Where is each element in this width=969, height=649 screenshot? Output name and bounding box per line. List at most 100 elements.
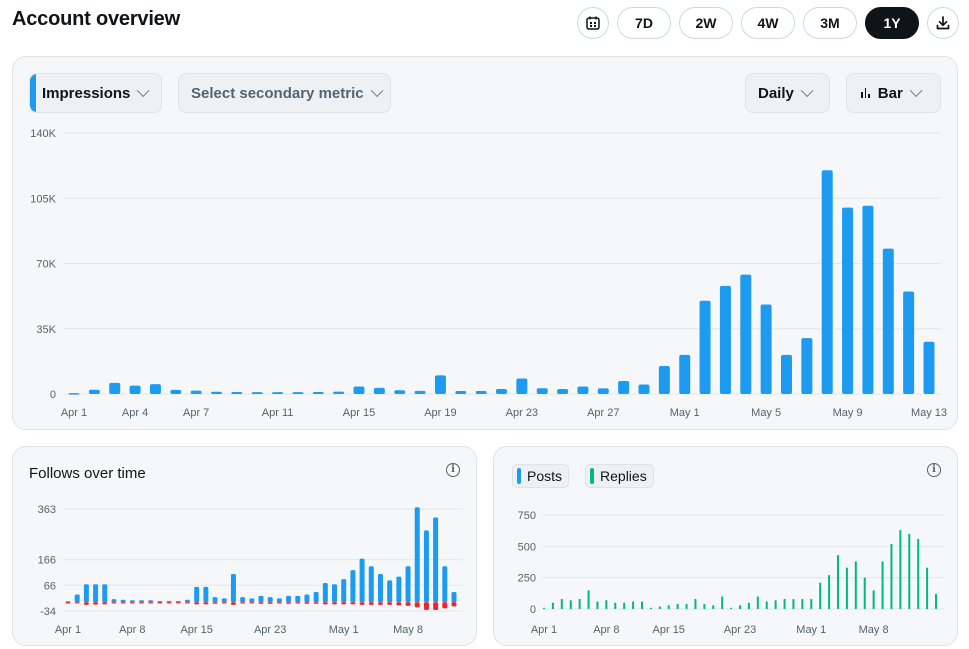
x-tick-label: Apr 4 (122, 407, 148, 419)
unfollow-bar (148, 602, 154, 604)
legend-replies[interactable]: Replies (585, 464, 654, 488)
follow-bar (83, 584, 89, 603)
follow-bar (166, 600, 172, 603)
unfollow-bar (442, 602, 448, 609)
impressions-bar (882, 248, 894, 394)
impressions-bar (414, 390, 426, 394)
range-4w-button[interactable]: 4W (741, 7, 795, 39)
replies-bar (551, 602, 554, 609)
y-tick-label: 140K (30, 128, 56, 140)
follow-bar (203, 586, 209, 603)
unfollow-bar (414, 602, 420, 608)
primary-metric-label: Impressions (42, 84, 131, 102)
x-tick-label: Apr 23 (254, 624, 286, 636)
follow-bar (240, 597, 246, 603)
replies-bar (587, 590, 590, 609)
legend-posts[interactable]: Posts (512, 464, 570, 488)
unfollow-bar (249, 602, 255, 604)
follow-bar (414, 507, 420, 603)
follow-bar (93, 584, 99, 603)
impressions-bar (170, 389, 182, 394)
metric-color-accent (30, 74, 36, 112)
range-7d-button[interactable]: 7D (617, 7, 671, 39)
unfollow-bar (93, 602, 99, 605)
bar-chart-icon (861, 88, 870, 98)
replies-bar (605, 600, 608, 609)
secondary-metric-select[interactable]: Select secondary metric (178, 73, 391, 113)
replies-bar (730, 607, 733, 609)
impressions-bar (557, 388, 569, 394)
x-tick-label: Apr 1 (531, 624, 557, 636)
impressions-bar (638, 384, 650, 394)
x-tick-label: May 1 (329, 624, 359, 636)
page-title: Account overview (12, 8, 180, 30)
unfollow-bar (74, 602, 80, 604)
impressions-bar (88, 389, 100, 394)
info-icon[interactable]: i (927, 463, 941, 477)
x-tick-label: May 13 (911, 407, 947, 419)
y-tick-label: 750 (518, 510, 536, 522)
posts-replies-chart: 0 250 500 750 Apr 1 Apr 8 Apr 15 Apr 23 May 1 May… (518, 510, 944, 636)
impressions-bar (577, 386, 589, 394)
follow-bar (368, 566, 374, 603)
y-tick-label: 66 (44, 580, 56, 592)
replies-bar (596, 601, 599, 609)
y-tick-label: 250 (518, 573, 536, 585)
impressions-bar (109, 382, 121, 394)
impressions-bar (781, 354, 792, 394)
unfollow-bar (423, 602, 429, 610)
impressions-bar (801, 338, 813, 394)
x-tick-label: Apr 1 (61, 407, 87, 419)
info-icon[interactable]: i (446, 463, 460, 477)
follow-bar (405, 566, 411, 603)
replies-bar (810, 598, 813, 609)
replies-bar (872, 590, 875, 609)
replies-bar (801, 598, 804, 609)
unfollow-bar (368, 602, 374, 605)
download-button[interactable] (927, 7, 959, 39)
impressions-bar (903, 291, 915, 394)
follow-bar (350, 570, 356, 603)
unfollow-bar (230, 602, 236, 605)
impressions-bar (862, 205, 874, 394)
replies-bar (881, 561, 884, 609)
range-3m-button[interactable]: 3M (803, 7, 857, 39)
replies-bar (935, 593, 937, 609)
x-tick-label: May 5 (751, 407, 781, 419)
unfollow-bar (102, 602, 108, 605)
chart-type-select[interactable]: Bar (846, 73, 941, 113)
y-tick-label: 166 (38, 555, 56, 567)
y-tick-label: 35K (36, 324, 56, 336)
unfollow-bar (65, 602, 71, 604)
x-tick-label: Apr 15 (343, 407, 375, 419)
follow-bar (139, 600, 145, 603)
posts-legend: Posts Replies (512, 464, 654, 488)
replies-bar (712, 605, 715, 609)
replies-bar (721, 596, 724, 609)
y-tick-label: 0 (530, 604, 536, 616)
unfollow-bar (451, 602, 457, 607)
unfollow-bar (111, 602, 117, 604)
replies-bar (739, 605, 741, 609)
impressions-bar (597, 388, 609, 394)
follow-bar (322, 582, 328, 603)
impressions-bar (496, 388, 507, 394)
x-tick-label: Apr 1 (55, 624, 81, 636)
unfollow-bar (258, 602, 264, 604)
range-2w-button[interactable]: 2W (679, 7, 733, 39)
follow-bar (102, 584, 108, 603)
period-select[interactable]: Daily (745, 73, 830, 113)
x-tick-label: May 1 (796, 624, 826, 636)
impressions-bar (455, 391, 467, 394)
primary-metric-select[interactable]: Impressions (29, 73, 162, 113)
impressions-bar (516, 378, 528, 394)
unfollow-bar (322, 602, 328, 605)
follow-bar (387, 580, 393, 603)
impressions-bar (333, 391, 345, 394)
follow-bar (433, 517, 439, 603)
replies-bar (623, 602, 626, 609)
replies-bar (837, 555, 839, 609)
follow-bar (359, 558, 365, 603)
calendar-button[interactable] (577, 7, 609, 39)
range-1y-button[interactable]: 1Y (865, 7, 919, 39)
